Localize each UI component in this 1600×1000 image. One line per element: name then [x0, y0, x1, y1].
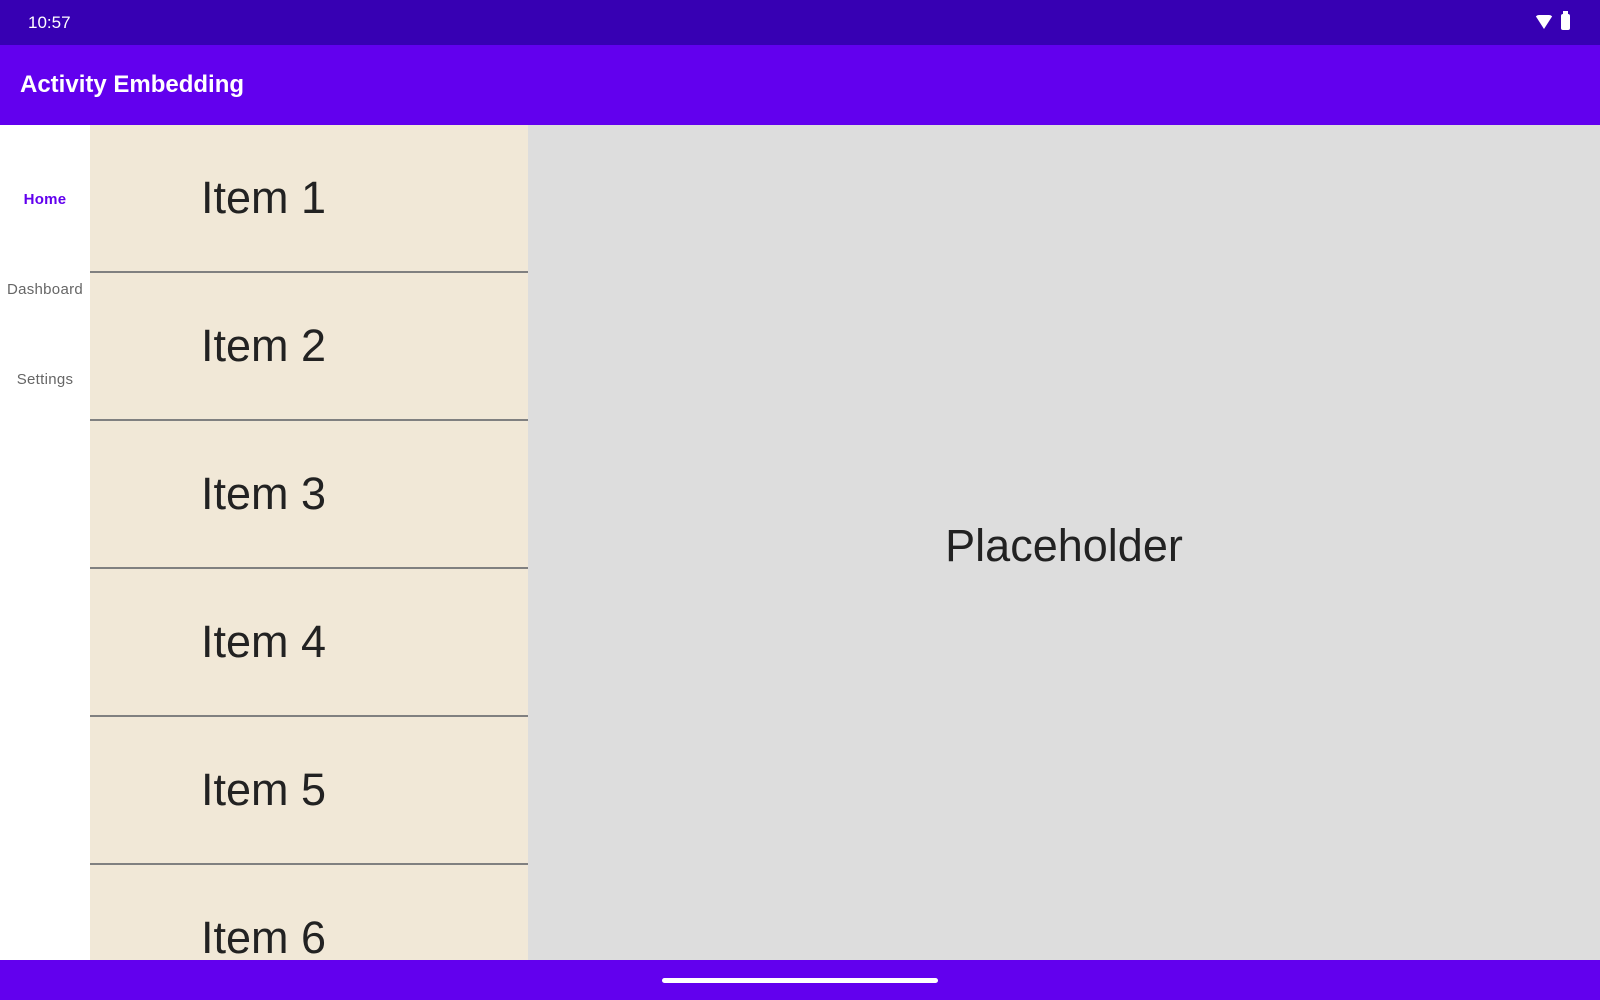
list-item-3[interactable]: Item 3 [90, 421, 528, 569]
list-item-label: Item 1 [201, 172, 327, 223]
nav-item-home[interactable]: Home [23, 191, 67, 208]
list-item-4[interactable]: Item 4 [90, 569, 528, 717]
list-item-label: Item 2 [201, 320, 327, 371]
battery-icon [1561, 11, 1570, 30]
system-navigation-bar [0, 960, 1600, 1000]
list-item-label: Item 6 [201, 912, 327, 960]
list-item-label: Item 3 [201, 468, 327, 519]
nav-item-settings[interactable]: Settings [16, 371, 74, 388]
nav-item-dashboard[interactable]: Dashboard [6, 281, 84, 298]
item-list: Item 1 Item 2 Item 3 Item 4 Item 5 Item … [90, 125, 528, 960]
status-bar: 10:57 [0, 0, 1600, 45]
list-item-1[interactable]: Item 1 [90, 125, 528, 273]
list-item-5[interactable]: Item 5 [90, 717, 528, 865]
detail-pane: Placeholder [528, 125, 1600, 960]
navigation-rail: Home Dashboard Settings [0, 125, 90, 960]
app-bar: Activity Embedding [0, 45, 1600, 125]
list-item-6[interactable]: Item 6 [90, 865, 528, 960]
app-title: Activity Embedding [20, 71, 245, 98]
status-time: 10:57 [28, 13, 71, 32]
list-item-label: Item 4 [201, 616, 327, 667]
gesture-handle[interactable] [662, 978, 938, 983]
placeholder-text: Placeholder [945, 520, 1183, 571]
list-item-label: Item 5 [201, 764, 327, 815]
wifi-icon [1535, 15, 1553, 29]
list-item-2[interactable]: Item 2 [90, 273, 528, 421]
